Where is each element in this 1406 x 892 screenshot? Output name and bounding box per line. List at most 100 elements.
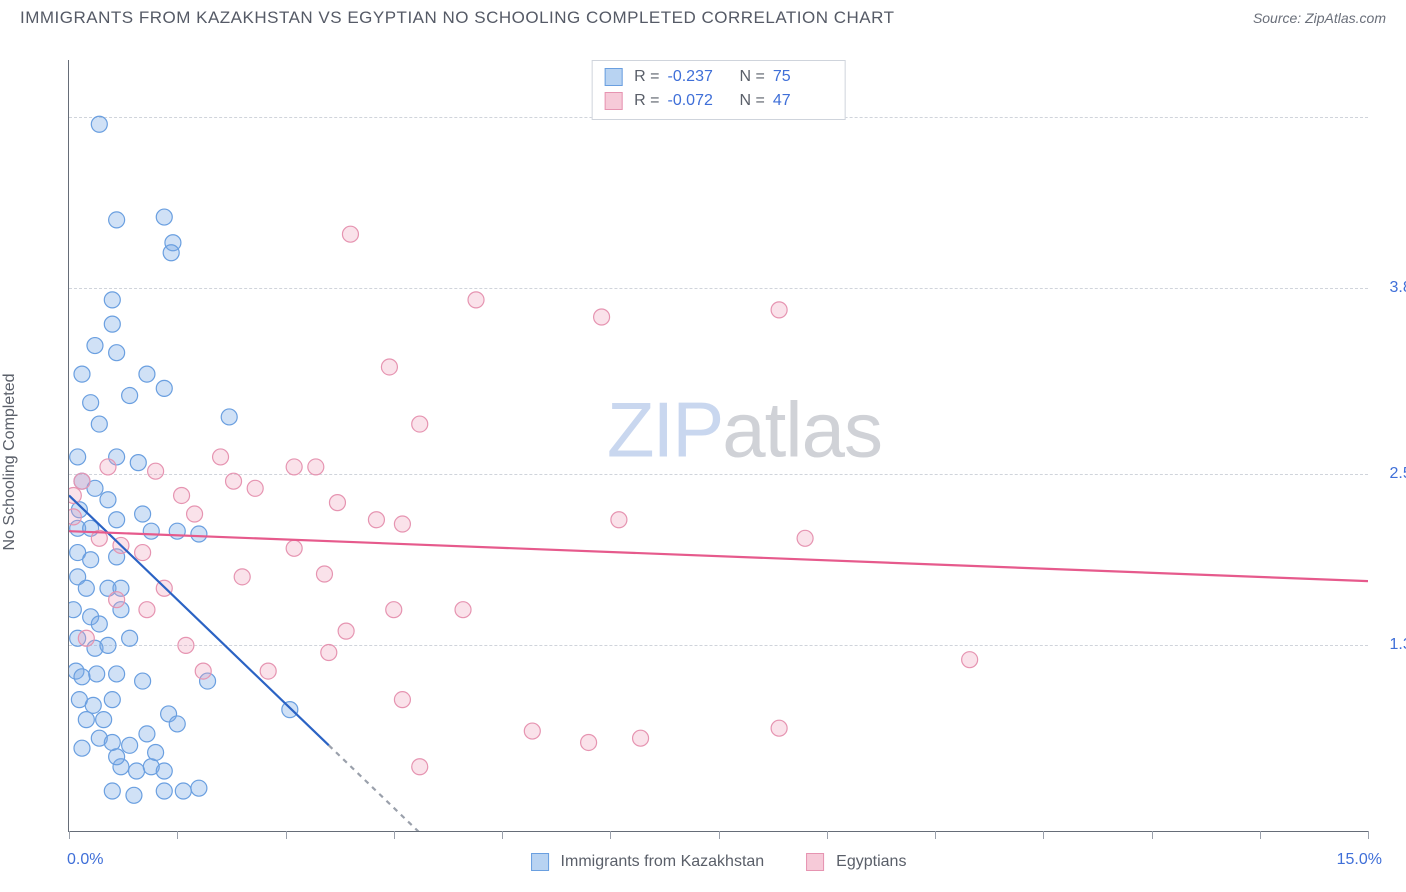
source-attribution: Source: ZipAtlas.com [1253, 10, 1386, 26]
n-value-series-2: 47 [773, 89, 833, 113]
data-point [412, 416, 428, 432]
r-label: R = [634, 89, 659, 113]
data-point [139, 726, 155, 742]
swatch-series-2 [806, 853, 824, 871]
data-point [130, 455, 146, 471]
data-point [771, 720, 787, 736]
data-point [394, 692, 410, 708]
data-point [126, 787, 142, 803]
data-point [135, 673, 151, 689]
data-point [83, 552, 99, 568]
data-point [594, 309, 610, 325]
y-tick-label: 3.8% [1390, 279, 1406, 297]
data-point [174, 487, 190, 503]
data-point [381, 359, 397, 375]
data-point [156, 380, 172, 396]
x-axis-max-label: 15.0% [1337, 851, 1382, 869]
data-point [135, 506, 151, 522]
data-point [169, 523, 185, 539]
data-point [104, 734, 120, 750]
data-point [85, 697, 101, 713]
x-tick [935, 831, 936, 839]
data-point [581, 734, 597, 750]
data-point [104, 783, 120, 799]
legend-row-series-2: R = -0.072 N = 47 [604, 89, 833, 113]
data-point [797, 530, 813, 546]
data-point [247, 480, 263, 496]
data-point [282, 702, 298, 718]
data-point [89, 666, 105, 682]
chart-container: No Schooling Completed ZIPatlas R = -0.2… [20, 42, 1386, 882]
data-point [122, 630, 138, 646]
data-point [286, 540, 302, 556]
data-point [329, 495, 345, 511]
data-point [156, 783, 172, 799]
data-point [221, 409, 237, 425]
data-point [74, 669, 90, 685]
data-point [78, 580, 94, 596]
data-point [148, 744, 164, 760]
data-point [191, 780, 207, 796]
data-point [169, 716, 185, 732]
data-point [109, 512, 125, 528]
swatch-series-2 [604, 92, 622, 110]
chart-title: IMMIGRANTS FROM KAZAKHSTAN VS EGYPTIAN N… [20, 8, 894, 28]
data-point [962, 652, 978, 668]
data-point [104, 292, 120, 308]
data-point [122, 388, 138, 404]
data-point [122, 737, 138, 753]
n-value-series-1: 75 [773, 65, 833, 89]
data-point [129, 763, 145, 779]
data-point [104, 316, 120, 332]
data-point [78, 712, 94, 728]
data-point [771, 302, 787, 318]
legend-row-series-1: R = -0.237 N = 75 [604, 65, 833, 89]
data-point [69, 509, 81, 525]
data-point [87, 338, 103, 354]
data-point [70, 449, 86, 465]
x-tick [1260, 831, 1261, 839]
trend-line [329, 745, 433, 831]
x-tick [69, 831, 70, 839]
n-label: N = [740, 89, 765, 113]
data-point [143, 523, 159, 539]
data-point [74, 366, 90, 382]
r-value-series-2: -0.072 [668, 89, 728, 113]
r-value-series-1: -0.237 [668, 65, 728, 89]
x-tick [286, 831, 287, 839]
series-legend: Immigrants from Kazakhstan Egyptians [531, 853, 907, 871]
r-label: R = [634, 65, 659, 89]
data-point [195, 663, 211, 679]
data-point [91, 616, 107, 632]
x-tick [719, 831, 720, 839]
data-point [524, 723, 540, 739]
data-point [342, 226, 358, 242]
data-point [69, 602, 81, 618]
data-point [633, 730, 649, 746]
data-point [83, 395, 99, 411]
data-point [178, 637, 194, 653]
data-point [100, 637, 116, 653]
x-tick [177, 831, 178, 839]
data-point [191, 526, 207, 542]
data-point [139, 602, 155, 618]
y-axis-label: No Schooling Completed [1, 374, 19, 551]
data-point [187, 506, 203, 522]
data-point [109, 212, 125, 228]
data-point [163, 245, 179, 261]
data-point [156, 763, 172, 779]
data-point [308, 459, 324, 475]
data-point [260, 663, 276, 679]
x-tick [1152, 831, 1153, 839]
data-point [148, 463, 164, 479]
swatch-series-1 [531, 853, 549, 871]
x-tick [394, 831, 395, 839]
data-point [394, 516, 410, 532]
data-point [368, 512, 384, 528]
series-2-label: Egyptians [836, 853, 906, 871]
data-point [213, 449, 229, 465]
plot-area: ZIPatlas R = -0.237 N = 75 R = -0.072 N … [68, 60, 1368, 832]
data-point [96, 712, 112, 728]
data-point [91, 116, 107, 132]
data-point [100, 492, 116, 508]
